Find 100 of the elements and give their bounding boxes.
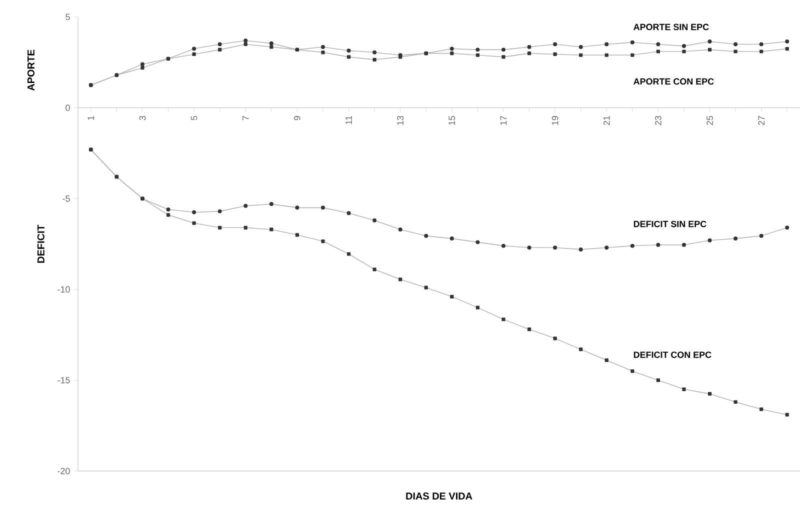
x-axis-title: DIAS DE VIDA — [406, 492, 472, 500]
x-tick-label: 9 — [294, 116, 300, 120]
point — [476, 240, 480, 244]
point — [372, 58, 376, 62]
point — [218, 226, 222, 230]
point — [604, 53, 608, 57]
point — [759, 234, 764, 238]
y-tick-label: -15 — [58, 377, 70, 384]
point — [553, 42, 558, 46]
point — [604, 358, 608, 362]
point — [682, 387, 686, 392]
y-axis-title: DEFICIT — [37, 224, 44, 263]
point — [192, 52, 196, 56]
point — [682, 242, 686, 247]
point — [682, 44, 686, 48]
point — [244, 204, 248, 208]
point — [476, 53, 480, 57]
point — [553, 52, 557, 56]
point — [734, 50, 738, 54]
series-label: DEFICIT SIN EPC — [634, 220, 706, 228]
point — [656, 42, 660, 46]
point — [656, 242, 660, 247]
point — [630, 40, 634, 44]
point — [269, 41, 274, 46]
point — [604, 246, 609, 250]
point — [656, 378, 660, 382]
point — [450, 52, 454, 56]
point — [346, 55, 351, 59]
y-tick-label: 5 — [66, 14, 70, 20]
point — [398, 227, 402, 232]
point — [244, 38, 248, 43]
point — [785, 46, 789, 51]
x-tick-label: 3 — [139, 116, 146, 120]
point — [450, 294, 454, 298]
point — [502, 318, 506, 322]
point — [734, 42, 738, 46]
point — [708, 48, 712, 52]
point — [760, 407, 764, 412]
point — [734, 236, 738, 241]
point — [527, 52, 532, 56]
x-tick-label: 23 — [655, 116, 662, 126]
point — [166, 213, 170, 217]
x-tick-label: 13 — [397, 116, 404, 125]
point — [708, 238, 712, 242]
point — [270, 228, 274, 232]
x-tick-label: 25 — [706, 116, 713, 126]
point — [269, 202, 274, 206]
point — [785, 226, 790, 230]
point — [321, 239, 325, 244]
point — [320, 44, 325, 49]
x-tick-label: 19 — [552, 116, 558, 125]
point — [760, 50, 764, 54]
point — [192, 221, 196, 225]
point — [244, 226, 248, 230]
point — [785, 412, 789, 416]
point — [424, 286, 428, 290]
x-tick-label: 27 — [758, 116, 764, 126]
point — [295, 206, 300, 210]
point — [527, 44, 532, 49]
point — [192, 210, 196, 214]
point — [734, 400, 738, 404]
point — [192, 46, 196, 51]
point — [527, 246, 532, 250]
point — [320, 206, 325, 210]
point — [218, 48, 222, 52]
point — [218, 209, 222, 214]
point — [372, 50, 377, 54]
point — [244, 42, 248, 46]
point — [630, 369, 634, 373]
point — [527, 328, 532, 332]
series-label: DEFICIT CON EPC — [634, 352, 712, 358]
point — [270, 45, 274, 49]
point — [708, 40, 712, 44]
point — [501, 48, 506, 52]
point — [553, 246, 558, 250]
y-tick-label: 0 — [66, 104, 70, 111]
point — [346, 211, 351, 216]
point — [140, 66, 144, 70]
x-tick-label: 5 — [190, 116, 198, 120]
point — [321, 50, 325, 54]
point — [579, 53, 583, 57]
point — [166, 208, 170, 212]
point — [424, 234, 428, 238]
x-tick-label: 17 — [500, 116, 507, 125]
text: APORTE — [27, 50, 34, 91]
point — [553, 336, 557, 340]
point — [656, 50, 660, 54]
x-tick-label: 21 — [603, 116, 610, 126]
point — [450, 46, 454, 51]
point — [578, 247, 583, 252]
x-tick-label: 7 — [242, 116, 249, 120]
point — [682, 50, 686, 54]
y-tick-label: -20 — [58, 468, 70, 474]
y-tick-label: -10 — [58, 286, 70, 293]
x-tick-label: 1 — [88, 116, 94, 120]
text: APORTE CON EPC — [634, 78, 714, 85]
point — [372, 218, 377, 222]
point — [785, 40, 790, 44]
point — [630, 53, 634, 57]
point — [372, 268, 376, 272]
